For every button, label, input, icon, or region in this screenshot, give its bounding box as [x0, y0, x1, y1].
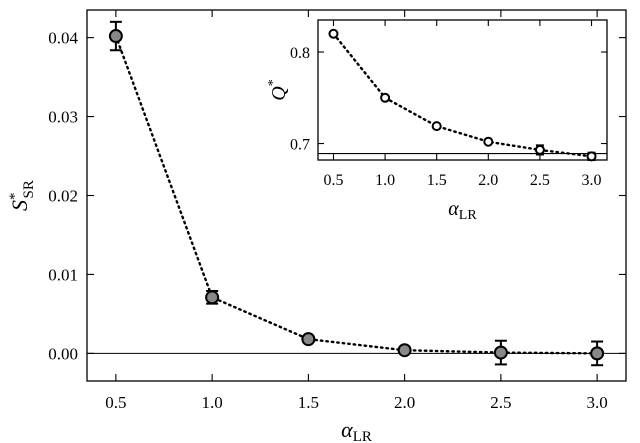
inset-x-tick-label: 2.5 — [530, 172, 550, 189]
main-x-tick-label: 3.0 — [587, 393, 608, 412]
inset-y-axis-superscript: * — [266, 79, 281, 86]
main-y-axis-superscript: * — [7, 192, 23, 200]
main-series-line — [114, 34, 599, 355]
inset-data-point — [586, 151, 597, 162]
main-x-axis-label: αLR — [341, 417, 372, 443]
main-y-axis-subscript: SR — [21, 180, 37, 198]
main-y-axis-symbol: S — [7, 200, 32, 211]
main-data-point — [301, 332, 316, 347]
inset-data-point — [483, 136, 494, 147]
inset-y-tick-label: 0.8 — [290, 45, 310, 62]
inset-y-tick-label: 0.7 — [290, 137, 310, 154]
inset-data-point — [380, 92, 391, 103]
inset-series-line — [332, 32, 593, 158]
inset-y-axis-label: Q* — [266, 79, 290, 100]
inset-plot: 0.5 1.0 1.5 2.0 2.5 3.0 0.7 0.8 αLR Q* — [266, 19, 608, 223]
main-data-point — [493, 345, 508, 360]
inset-data-point — [328, 28, 339, 39]
main-y-tick-label: 0.01 — [48, 265, 78, 284]
main-x-tick-label: 1.0 — [202, 393, 223, 412]
main-x-axis-symbol: α — [341, 417, 353, 442]
main-y-tick-label: 0.00 — [48, 344, 78, 363]
main-data-point — [590, 346, 605, 361]
inset-data-point — [431, 121, 442, 132]
inset-y-axis-symbol: Q — [268, 86, 290, 101]
inset-axes-frame — [317, 19, 608, 161]
main-y-tick-label: 0.04 — [48, 29, 78, 48]
inset-x-axis-label: αLR — [448, 198, 477, 223]
inset-x-tick-label: 1.0 — [375, 172, 395, 189]
main-data-point — [108, 29, 123, 44]
inset-x-tick-label: 1.5 — [427, 172, 447, 189]
main-y-tick-label: 0.02 — [48, 187, 78, 206]
inset-x-tick-label: 2.0 — [478, 172, 498, 189]
main-y-axis-label: S*SR — [7, 180, 37, 211]
main-x-tick-label: 1.5 — [298, 393, 319, 412]
inset-data-point — [534, 144, 545, 155]
main-y-tick-label: 0.03 — [48, 108, 78, 127]
main-x-tick-label: 2.0 — [394, 393, 415, 412]
main-data-point — [397, 343, 412, 358]
inset-x-axis-subscript: LR — [459, 208, 478, 223]
inset-x-tick-label: 3.0 — [582, 172, 602, 189]
main-x-tick-label: 2.5 — [490, 393, 511, 412]
inset-x-axis-symbol: α — [448, 198, 459, 220]
main-x-axis-subscript: LR — [353, 429, 372, 443]
main-data-point — [205, 290, 220, 305]
main-x-tick-label: 0.5 — [105, 393, 126, 412]
inset-x-tick-label: 0.5 — [323, 172, 343, 189]
